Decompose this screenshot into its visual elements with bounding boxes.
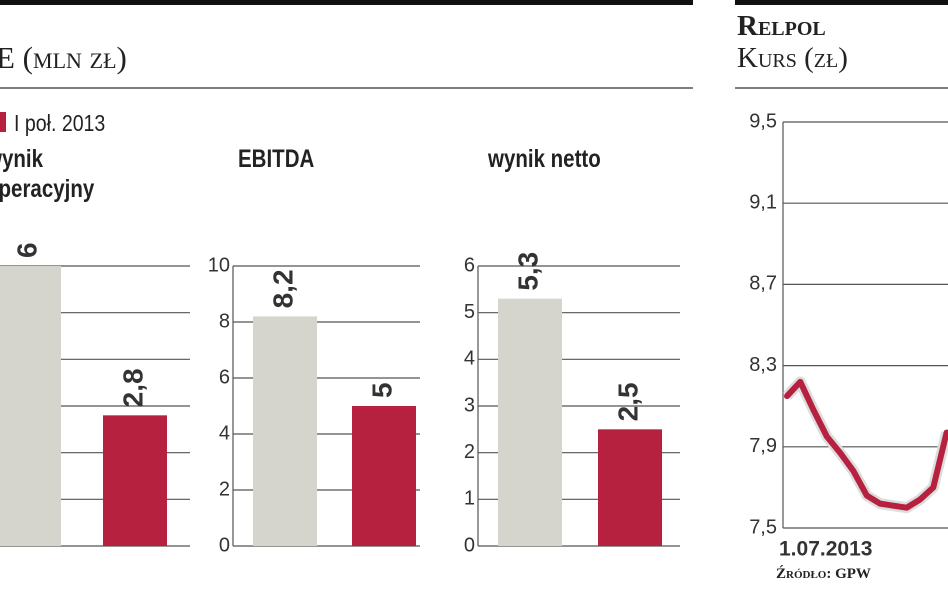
value-label: 6 (11, 242, 42, 258)
value-label: 2,5 (612, 382, 643, 421)
value-label: 5 (366, 382, 397, 398)
y-tick-label: 9,5 (749, 110, 777, 132)
legend-label: I poł. 2013 (14, 110, 106, 136)
value-label: 2,8 (117, 368, 148, 407)
bar (352, 406, 416, 546)
bar (498, 298, 562, 546)
source: Źródło: GPW (776, 566, 871, 582)
y-tick-label: 3 (464, 394, 475, 416)
chart-title: wynik netto (488, 145, 601, 173)
top-rule (0, 0, 693, 5)
y-tick-label: 8,3 (749, 354, 777, 376)
y-tick-label: 7,9 (749, 435, 777, 457)
y-tick-label: 1 (464, 488, 475, 510)
value-label: 8,2 (267, 269, 298, 308)
y-tick-label: 5 (464, 301, 475, 323)
x-tick-label: 1.07.2013 (779, 538, 872, 561)
chart-title: wynik operacyjny (0, 145, 95, 203)
chart-title: EBITDA (238, 145, 315, 173)
y-tick-label: 2 (219, 478, 230, 500)
y-tick-label: 6 (219, 366, 230, 388)
value-label: 5,3 (512, 252, 543, 291)
line (784, 378, 948, 511)
legend-swatch (0, 112, 6, 132)
bar (598, 429, 662, 546)
top-rule (735, 0, 948, 5)
y-tick-label: 8,7 (749, 273, 777, 295)
chart-title: Relpol (737, 10, 826, 42)
bar (103, 415, 167, 546)
y-tick-label: 6 (464, 254, 475, 276)
y-tick-label: 0 (464, 534, 475, 556)
y-tick-label: 0 (219, 534, 230, 556)
y-tick-label: 4 (464, 348, 475, 370)
header-title: E (mln zł) (0, 40, 127, 75)
y-tick-label: 4 (219, 422, 230, 444)
y-tick-label: 9,1 (749, 191, 777, 213)
y-tick-label: 2 (464, 441, 475, 463)
bar (253, 316, 317, 546)
chart-subtitle: Kurs (zł) (737, 42, 848, 74)
bar (0, 266, 61, 546)
y-tick-label: 8 (219, 310, 230, 332)
y-tick-label: 7,5 (749, 516, 777, 538)
y-tick-label: 10 (208, 254, 230, 276)
